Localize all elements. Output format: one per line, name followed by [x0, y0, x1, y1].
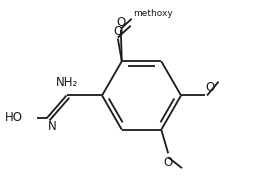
- Text: N: N: [48, 120, 57, 133]
- Text: methoxy: methoxy: [133, 9, 173, 18]
- Text: O: O: [164, 156, 173, 169]
- Text: HO: HO: [5, 111, 23, 124]
- Text: NH₂: NH₂: [56, 75, 79, 89]
- Text: O: O: [116, 16, 126, 29]
- Text: O: O: [206, 81, 215, 95]
- Text: O: O: [113, 25, 122, 38]
